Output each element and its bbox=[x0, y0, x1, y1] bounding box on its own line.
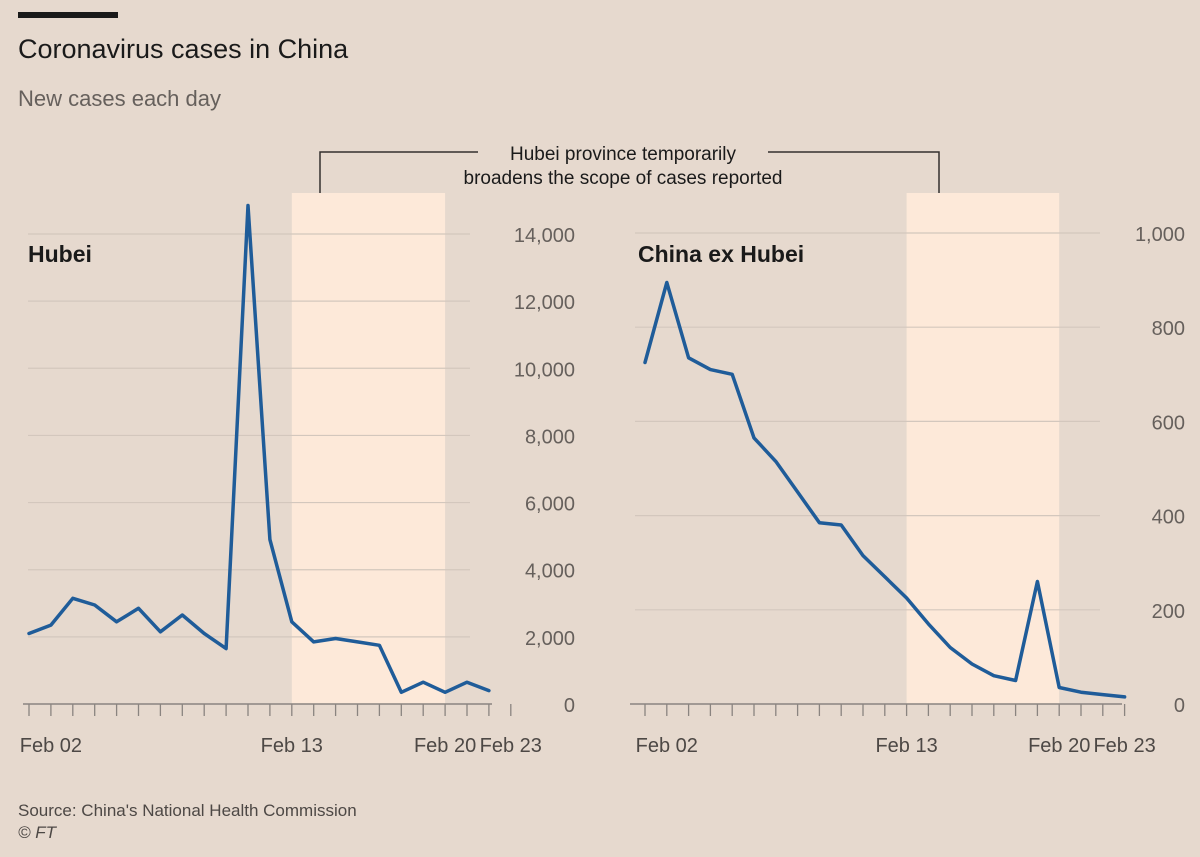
y-tick-label-ex-hubei: 1,000 bbox=[1135, 224, 1185, 246]
y-tick-label-hubei: 10,000 bbox=[514, 359, 575, 381]
x-tick-label-hubei: Feb 02 bbox=[20, 735, 82, 757]
y-tick-label-hubei: 0 bbox=[564, 695, 575, 717]
chart-title: Coronavirus cases in China bbox=[18, 34, 349, 64]
x-tick-label-ex-hubei: Feb 20 bbox=[1028, 735, 1090, 757]
annotation-bracket bbox=[768, 151, 940, 193]
panel-title-ex-hubei: China ex Hubei bbox=[638, 241, 804, 267]
series-line-hubei bbox=[27, 203, 491, 695]
annotation-line-2: broadens the scope of cases reported bbox=[464, 168, 783, 189]
annotation-bracket bbox=[319, 151, 478, 193]
axes-layer bbox=[23, 703, 1126, 716]
y-tick-label-ex-hubei: 600 bbox=[1152, 412, 1185, 434]
footer: Source: China's National Health Commissi… bbox=[18, 800, 357, 844]
highlight-band-hubei bbox=[291, 193, 446, 704]
y-tick-label-hubei: 4,000 bbox=[525, 561, 575, 583]
y-tick-label-ex-hubei: 800 bbox=[1152, 318, 1185, 340]
y-tick-label-ex-hubei: 200 bbox=[1152, 601, 1185, 623]
grid-layer bbox=[28, 232, 1100, 638]
source-note: Source: China's National Health Commissi… bbox=[18, 801, 357, 820]
x-tick-label-hubei: Feb 13 bbox=[261, 735, 323, 757]
copyright: © FT bbox=[18, 823, 57, 842]
chart-subtitle: New cases each day bbox=[18, 86, 221, 111]
x-tick-label-ex-hubei: Feb 02 bbox=[636, 735, 698, 757]
labels-layer: 0 2,000 4,000 6,000 8,000 10,000 12,000 14,000 F… bbox=[20, 224, 1185, 757]
y-tick-label-hubei: 2,000 bbox=[525, 628, 575, 650]
y-tick-label-hubei: 14,000 bbox=[514, 225, 575, 247]
y-tick-label-hubei: 6,000 bbox=[525, 494, 575, 516]
annotation-line-1: Hubei province temporarily bbox=[510, 144, 736, 165]
brand-top-bar bbox=[18, 12, 118, 18]
x-tick-label-hubei: Feb 20 bbox=[414, 735, 476, 757]
x-tick-label-ex-hubei: Feb 23 bbox=[1093, 735, 1155, 757]
y-tick-label-hubei: 12,000 bbox=[514, 292, 575, 314]
series-line-ex-hubei bbox=[643, 280, 1127, 699]
y-tick-label-ex-hubei: 0 bbox=[1174, 695, 1185, 717]
y-tick-label-hubei: 8,000 bbox=[525, 426, 575, 448]
panel-title-hubei: Hubei bbox=[28, 241, 92, 267]
annotation-layer: Hubei province temporarily broadens the … bbox=[319, 144, 940, 193]
x-tick-label-hubei: Feb 23 bbox=[480, 735, 542, 757]
y-tick-label-ex-hubei: 400 bbox=[1152, 507, 1185, 529]
highlight-layer bbox=[291, 193, 1060, 704]
x-tick-label-ex-hubei: Feb 13 bbox=[875, 735, 937, 757]
series-layer bbox=[27, 203, 1127, 699]
highlight-band-ex-hubei bbox=[906, 193, 1060, 704]
